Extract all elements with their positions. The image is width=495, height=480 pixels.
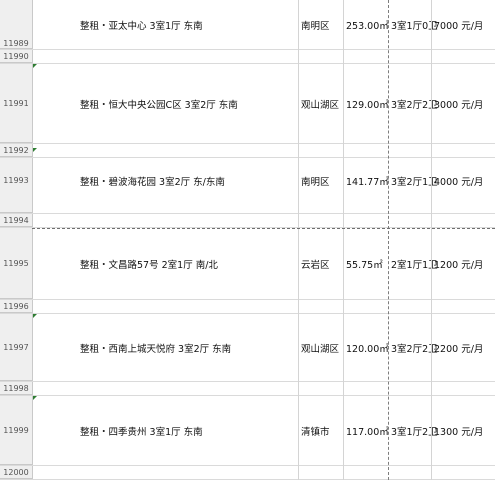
row-number[interactable]: 11990 — [0, 50, 32, 63]
listing-title-cell[interactable]: 整租・碧波海花园 3室2厅 东/东南 — [80, 176, 225, 188]
table-row[interactable]: 11992 — [0, 144, 495, 158]
row-number[interactable]: 11996 — [0, 300, 32, 313]
row-number[interactable]: 12000 — [0, 466, 32, 479]
row-number[interactable]: 11995 — [0, 228, 32, 299]
row-number[interactable]: 11994 — [0, 214, 32, 227]
listing-title-cell[interactable]: 整租・恒大中央公园C区 3室2厅 东南 — [80, 99, 238, 111]
table-row[interactable]: 11998 — [0, 382, 495, 396]
price-cell[interactable]: 4000 元/月 — [434, 176, 484, 188]
listing-title-cell[interactable]: 整租・亚太中心 3室1厅 东南 — [80, 20, 203, 32]
row-header-gutter — [0, 0, 33, 480]
district-cell[interactable]: 观山湖区 — [301, 343, 340, 355]
cell-marker-icon — [33, 148, 37, 152]
layout-cell[interactable]: 3室2厅2卫 — [391, 99, 438, 111]
district-cell[interactable]: 云岩区 — [301, 259, 330, 271]
table-row[interactable]: 11993 整租・碧波海花园 3室2厅 东/东南 南明区 141.77㎡ 3室2… — [0, 148, 495, 214]
price-cell[interactable]: 3000 元/月 — [434, 99, 484, 111]
district-cell[interactable]: 南明区 — [301, 176, 330, 188]
district-cell[interactable]: 南明区 — [301, 20, 330, 32]
listing-title-cell[interactable]: 整租・文昌路57号 2室1厅 南/北 — [80, 259, 218, 271]
row-number[interactable]: 11999 — [0, 396, 32, 465]
table-row[interactable]: 11999 整租・四季贵州 3室1厅 东南 清镇市 117.00㎡ 3室1厅2卫… — [0, 396, 495, 466]
listing-title-cell[interactable]: 整租・西南上城天悦府 3室2厅 东南 — [80, 343, 232, 355]
price-cell[interactable]: 2200 元/月 — [434, 343, 484, 355]
cell-marker-icon — [33, 64, 37, 68]
row-number[interactable]: 11993 — [0, 148, 32, 213]
column-divider — [431, 0, 432, 480]
column-divider — [343, 0, 344, 480]
row-number[interactable]: 11991 — [0, 64, 32, 143]
layout-cell[interactable]: 2室1厅1卫 — [391, 259, 438, 271]
layout-cell[interactable]: 3室2厅2卫 — [391, 343, 438, 355]
layout-cell[interactable]: 3室1厅0卫 — [391, 20, 438, 32]
layout-cell[interactable]: 3室1厅2卫 — [391, 426, 438, 438]
page-break-line — [32, 228, 495, 229]
table-row[interactable]: 11994 — [0, 214, 495, 228]
table-row[interactable]: 11990 — [0, 50, 495, 64]
price-cell[interactable]: 1200 元/月 — [434, 259, 484, 271]
row-number[interactable]: 11992 — [0, 144, 32, 157]
size-cell[interactable]: 253.00㎡ — [346, 20, 389, 32]
column-divider — [298, 0, 299, 480]
size-cell[interactable]: 120.00㎡ — [346, 343, 389, 355]
row-number[interactable]: 11989 — [0, 0, 32, 49]
size-cell[interactable]: 141.77㎡ — [346, 176, 389, 188]
table-row[interactable]: 11996 — [0, 300, 495, 314]
size-cell[interactable]: 55.75㎡ — [346, 259, 383, 271]
cell-marker-icon — [33, 314, 37, 318]
layout-cell[interactable]: 3室2厅1卫 — [391, 176, 438, 188]
table-row[interactable]: 11995 整租・文昌路57号 2室1厅 南/北 云岩区 55.75㎡ 2室1厅… — [0, 228, 495, 300]
district-cell[interactable]: 清镇市 — [301, 426, 330, 438]
cell-marker-icon — [33, 396, 37, 400]
price-cell[interactable]: 1300 元/月 — [434, 426, 484, 438]
table-row[interactable]: 12000 — [0, 466, 495, 480]
table-row[interactable]: 11989 整租・亚太中心 3室1厅 东南 南明区 253.00㎡ 3室1厅0卫… — [0, 0, 495, 50]
row-number[interactable]: 11998 — [0, 382, 32, 395]
size-cell[interactable]: 129.00㎡ — [346, 99, 389, 111]
row-number[interactable]: 11997 — [0, 314, 32, 381]
listing-title-cell[interactable]: 整租・四季贵州 3室1厅 东南 — [80, 426, 203, 438]
table-row[interactable]: 11997 整租・西南上城天悦府 3室2厅 东南 观山湖区 120.00㎡ 3室… — [0, 314, 495, 382]
size-cell[interactable]: 117.00㎡ — [346, 426, 389, 438]
district-cell[interactable]: 观山湖区 — [301, 99, 340, 111]
table-row[interactable]: 11991 整租・恒大中央公园C区 3室2厅 东南 观山湖区 129.00㎡ 3… — [0, 64, 495, 144]
price-cell[interactable]: 7000 元/月 — [434, 20, 484, 32]
page-break-line — [388, 0, 389, 480]
